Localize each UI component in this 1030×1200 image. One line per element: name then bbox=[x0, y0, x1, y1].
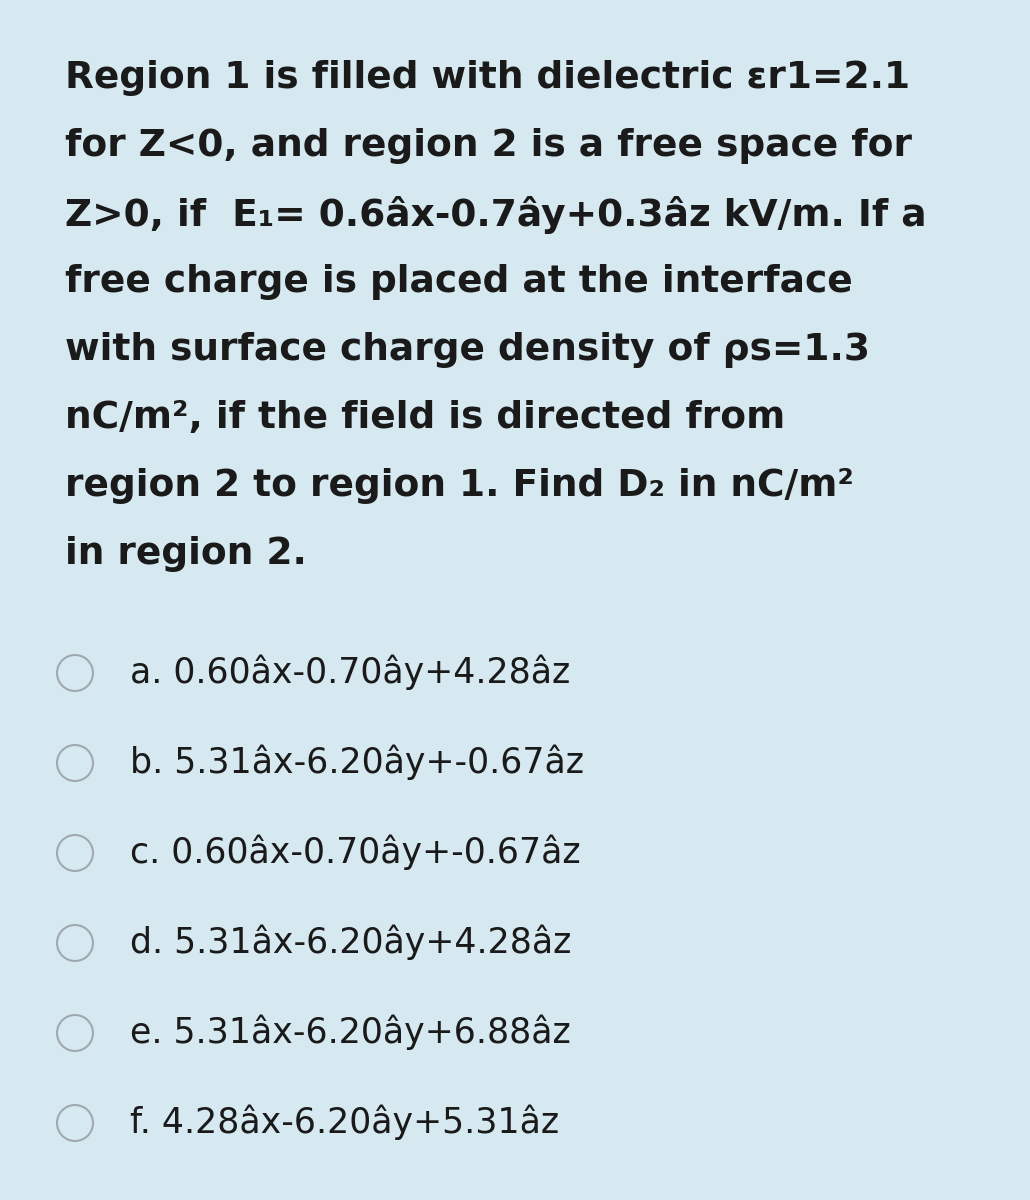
Text: d. 5.31âx-6.20ây+4.28âz: d. 5.31âx-6.20ây+4.28âz bbox=[130, 925, 572, 960]
Text: with surface charge density of ρs=1.3: with surface charge density of ρs=1.3 bbox=[65, 332, 870, 368]
Text: a. 0.60âx-0.70ây+4.28âz: a. 0.60âx-0.70ây+4.28âz bbox=[130, 655, 571, 690]
Text: c. 0.60âx-0.70ây+-0.67âz: c. 0.60âx-0.70ây+-0.67âz bbox=[130, 835, 581, 870]
Text: region 2 to region 1. Find D₂ in nC/m²: region 2 to region 1. Find D₂ in nC/m² bbox=[65, 468, 854, 504]
Text: in region 2.: in region 2. bbox=[65, 536, 307, 572]
Text: for Z<0, and region 2 is a free space for: for Z<0, and region 2 is a free space fo… bbox=[65, 128, 912, 164]
Text: b. 5.31âx-6.20ây+-0.67âz: b. 5.31âx-6.20ây+-0.67âz bbox=[130, 745, 584, 780]
Text: Region 1 is filled with dielectric εr1=2.1: Region 1 is filled with dielectric εr1=2… bbox=[65, 60, 911, 96]
Text: Z>0, if  E₁= 0.6âx-0.7ây+0.3âz kV/m. If a: Z>0, if E₁= 0.6âx-0.7ây+0.3âz kV/m. If a bbox=[65, 196, 927, 234]
Text: e. 5.31âx-6.20ây+6.88âz: e. 5.31âx-6.20ây+6.88âz bbox=[130, 1015, 571, 1050]
Text: f. 4.28âx-6.20ây+5.31âz: f. 4.28âx-6.20ây+5.31âz bbox=[130, 1105, 559, 1140]
Text: free charge is placed at the interface: free charge is placed at the interface bbox=[65, 264, 853, 300]
Text: nC/m², if the field is directed from: nC/m², if the field is directed from bbox=[65, 400, 785, 436]
